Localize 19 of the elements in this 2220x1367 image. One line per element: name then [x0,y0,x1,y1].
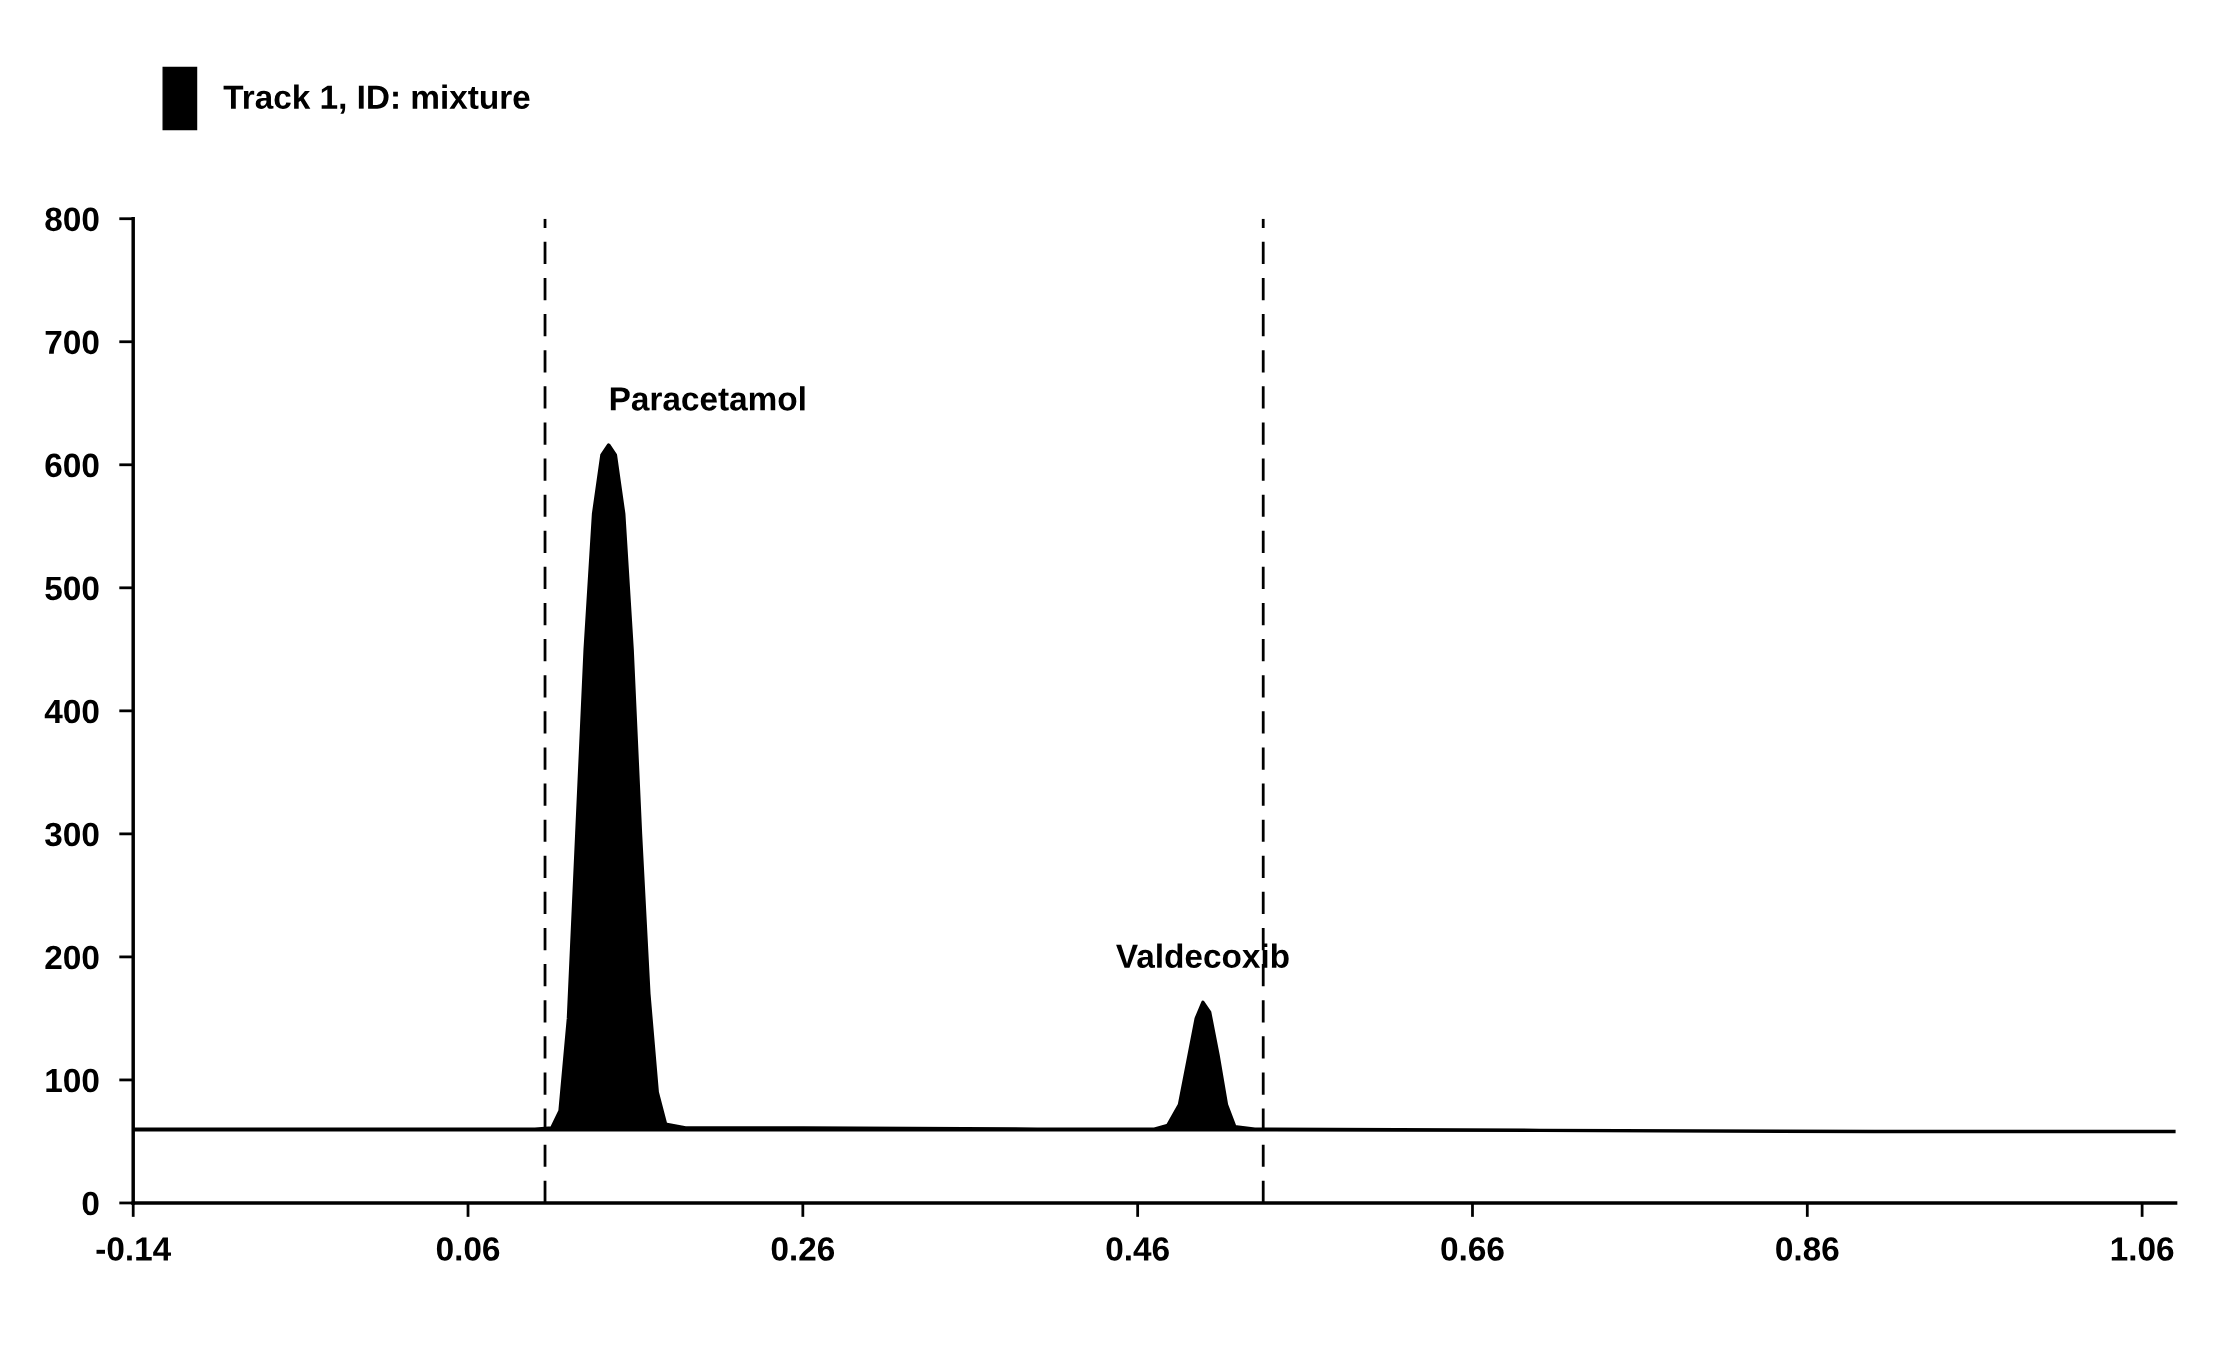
y-tick-label: 200 [45,945,99,970]
x-tick-label: 0.66 [1441,1237,1504,1261]
annotation: Valdecoxib [1116,943,1289,969]
y-tick-label: 700 [45,330,99,355]
x-tick-label: -0.14 [96,1237,172,1261]
y-tick-label: 100 [46,1068,99,1093]
y-tick-label: 0 [82,1191,99,1216]
y-tick-label: 500 [45,576,99,601]
x-tick-label: 0.06 [436,1237,500,1261]
y-tick-label: 800 [45,207,99,232]
x-tick-label: 0.46 [1106,1237,1169,1261]
x-tick-label: 0.86 [1776,1237,1839,1261]
annotation: Paracetamol [610,386,805,411]
x-tick-label: 0.26 [771,1237,835,1261]
x-tick-label: 1.06 [2111,1237,2174,1261]
y-tick-label: 400 [44,699,99,724]
y-tick-label: 600 [45,453,99,478]
y-tick-label: 300 [45,822,99,847]
legend-label: Track 1, ID: mixture [223,84,530,114]
